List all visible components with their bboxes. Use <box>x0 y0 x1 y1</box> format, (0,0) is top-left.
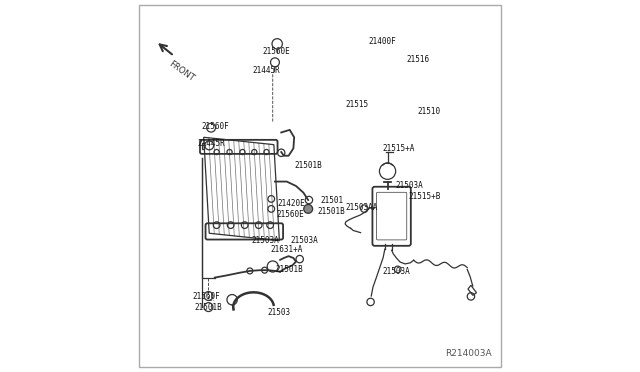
Text: 21501: 21501 <box>320 196 343 205</box>
Text: 21560E: 21560E <box>276 210 304 219</box>
Text: 21560F: 21560F <box>201 122 229 131</box>
Text: 21503A: 21503A <box>383 267 410 276</box>
Text: 21501B: 21501B <box>195 302 222 312</box>
Circle shape <box>304 205 312 213</box>
Text: 21503A: 21503A <box>291 236 318 245</box>
Text: R214003A: R214003A <box>445 349 492 358</box>
Text: 21510: 21510 <box>418 107 441 116</box>
Text: FRONT: FRONT <box>167 60 195 84</box>
Text: 21503: 21503 <box>268 308 291 317</box>
Text: 21560F: 21560F <box>193 292 220 301</box>
Text: 21515+B: 21515+B <box>408 192 441 201</box>
Text: 21516: 21516 <box>407 55 430 64</box>
Text: 21631+A: 21631+A <box>270 245 303 254</box>
Text: 21445R: 21445R <box>253 66 280 75</box>
Text: 21515: 21515 <box>345 100 368 109</box>
Text: 21445R: 21445R <box>197 139 225 148</box>
Text: 21503A: 21503A <box>252 236 280 245</box>
Text: 21420E: 21420E <box>278 199 305 208</box>
Text: 21400F: 21400F <box>368 37 396 46</box>
Text: 21515+A: 21515+A <box>382 144 415 153</box>
Text: 21501B: 21501B <box>317 206 345 216</box>
Text: 21501B: 21501B <box>295 161 323 170</box>
Text: 21503AA: 21503AA <box>345 203 378 212</box>
Text: 21503A: 21503A <box>396 181 424 190</box>
Text: 21501B: 21501B <box>275 264 303 273</box>
Text: 21560E: 21560E <box>263 47 291 56</box>
